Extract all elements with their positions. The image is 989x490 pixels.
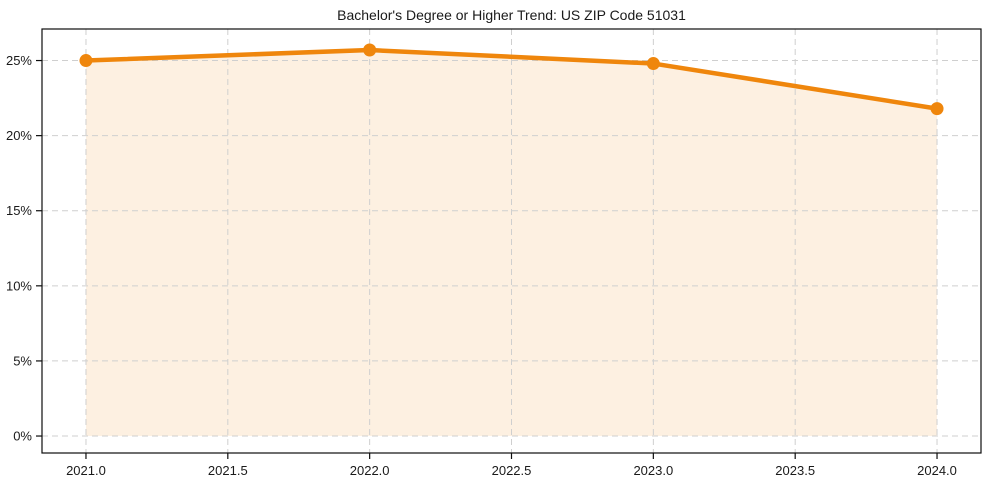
x-tick-label: 2024.0 — [917, 463, 957, 478]
x-tick-label: 2023.5 — [775, 463, 815, 478]
data-point — [646, 57, 660, 71]
y-tick-label: 0% — [13, 429, 32, 444]
y-tick-label: 20% — [6, 128, 32, 143]
y-tick-label: 15% — [6, 203, 32, 218]
x-tick-label: 2022.0 — [350, 463, 390, 478]
data-point — [79, 54, 93, 68]
trend-line — [83, 47, 940, 111]
data-point — [930, 102, 944, 116]
x-tick-label: 2021.5 — [208, 463, 248, 478]
chart-title: Bachelor's Degree or Higher Trend: US ZI… — [337, 7, 686, 23]
x-tick-label: 2023.0 — [633, 463, 673, 478]
x-tick-label: 2021.0 — [66, 463, 106, 478]
x-tick-label: 2022.5 — [492, 463, 532, 478]
y-tick-label: 5% — [13, 353, 32, 368]
y-tick-label: 10% — [6, 278, 32, 293]
data-point — [363, 43, 377, 57]
y-tick-label: 25% — [6, 53, 32, 68]
